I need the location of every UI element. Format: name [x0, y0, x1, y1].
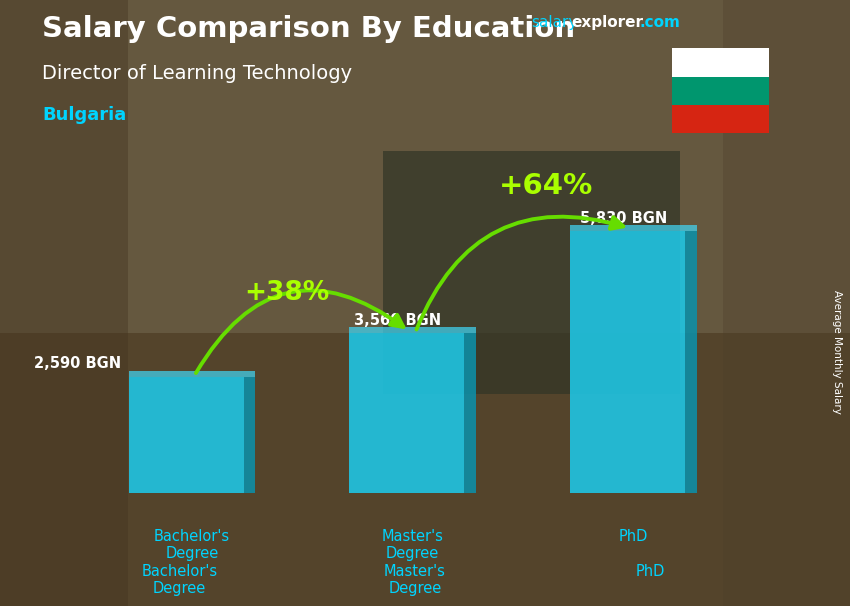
Bar: [382, 152, 680, 394]
Bar: [685, 231, 696, 493]
Text: +38%: +38%: [245, 280, 330, 305]
Text: Director of Learning Technology: Director of Learning Technology: [42, 64, 353, 82]
Text: Salary Comparison By Education: Salary Comparison By Education: [42, 15, 575, 43]
Text: Average Monthly Salary: Average Monthly Salary: [832, 290, 842, 413]
Text: Bulgaria: Bulgaria: [42, 106, 127, 124]
Bar: [129, 371, 255, 376]
Bar: [0, 333, 850, 606]
Bar: [570, 225, 696, 231]
Bar: [0, 0, 128, 606]
Bar: [0, 0, 850, 333]
Bar: [349, 333, 464, 493]
Text: salary: salary: [531, 15, 578, 30]
Text: explorer: explorer: [571, 15, 643, 30]
Text: PhD: PhD: [619, 529, 648, 544]
Bar: [672, 105, 769, 133]
Text: 2,590 BGN: 2,590 BGN: [34, 356, 122, 371]
Text: 3,560 BGN: 3,560 BGN: [354, 313, 441, 328]
Bar: [464, 333, 476, 493]
Text: +64%: +64%: [499, 172, 593, 201]
Bar: [244, 376, 255, 493]
Text: .com: .com: [639, 15, 680, 30]
Bar: [722, 0, 850, 606]
Text: Bachelor's
Degree: Bachelor's Degree: [141, 564, 218, 596]
Text: Master's
Degree: Master's Degree: [382, 529, 444, 561]
Text: PhD: PhD: [636, 564, 665, 579]
Text: 5,830 BGN: 5,830 BGN: [580, 211, 666, 226]
Bar: [570, 231, 685, 493]
Bar: [672, 48, 769, 77]
Text: Master's
Degree: Master's Degree: [384, 564, 445, 596]
Bar: [349, 327, 476, 333]
Bar: [129, 376, 244, 493]
Text: Bachelor's
Degree: Bachelor's Degree: [154, 529, 230, 561]
Bar: [672, 77, 769, 105]
